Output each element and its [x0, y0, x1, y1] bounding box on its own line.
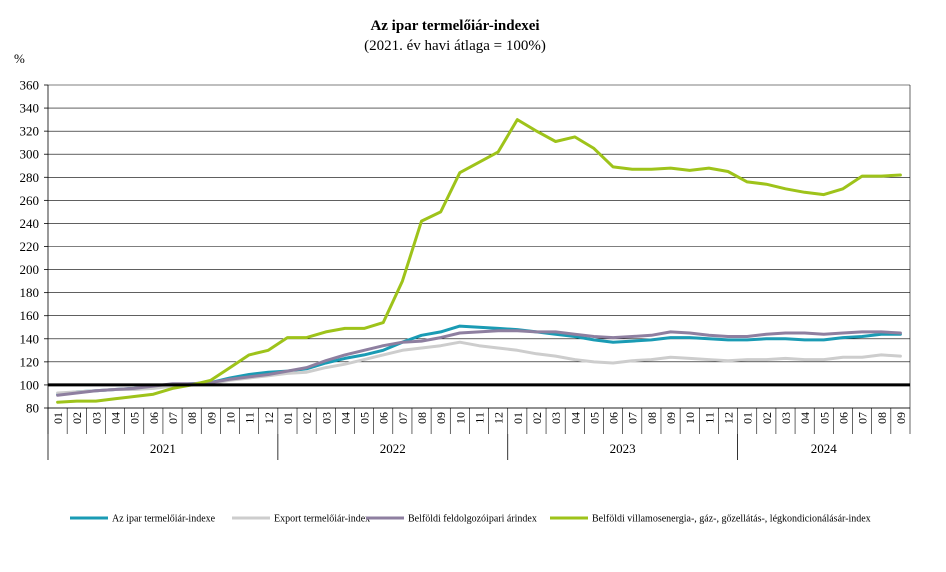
x-tick-label: 12: [262, 412, 276, 424]
x-tick-label: 11: [702, 412, 716, 424]
x-tick-label: 11: [473, 412, 487, 424]
y-tick-label: 260: [20, 193, 40, 208]
series-line: [56, 118, 902, 404]
x-tick-label: 06: [607, 412, 621, 424]
x-tick-label: 10: [223, 412, 237, 424]
y-tick-label: 360: [20, 78, 40, 93]
y-tick-label: 200: [20, 262, 40, 277]
x-tick-label: 09: [204, 412, 218, 424]
y-tick-label: 220: [20, 239, 40, 254]
year-label: 2024: [811, 441, 838, 456]
y-axis-ticks: 80 100 120 140 160 180 200 220 240 260 280 300 320 34…: [20, 78, 40, 416]
legend-label: Belföldi feldolgozóipari árindex: [408, 514, 537, 525]
x-tick-label: 02: [300, 412, 314, 424]
x-tick-label: 08: [875, 412, 889, 424]
x-tick-label: 03: [549, 412, 563, 424]
x-tick-label: 05: [817, 412, 831, 424]
x-tick-label: 09: [664, 412, 678, 424]
y-tick-label: 100: [20, 377, 40, 392]
x-tick-label: 06: [377, 412, 391, 424]
x-tick-label: 01: [51, 412, 65, 424]
year-label: 2022: [380, 441, 406, 456]
x-tick-label: 05: [358, 412, 372, 424]
x-tick-label: 04: [798, 412, 812, 424]
year-label: 2021: [150, 441, 176, 456]
y-tick-label: 140: [20, 331, 40, 346]
y-tick-label: 240: [20, 216, 40, 231]
y-tick-label: 280: [20, 170, 40, 185]
y-tick-label: 340: [20, 101, 40, 116]
x-tick-label: 03: [779, 412, 793, 424]
y-tick-label: 160: [20, 308, 40, 323]
y-tick-label: 320: [20, 124, 40, 139]
x-tick-label: 09: [894, 412, 908, 424]
x-tick-label: 08: [415, 412, 429, 424]
x-tick-label: 12: [492, 412, 506, 424]
x-tick-label: 07: [856, 412, 870, 424]
x-tick-label: 11: [243, 412, 257, 424]
y-tick-label: 180: [20, 285, 40, 300]
year-label: 2023: [610, 441, 636, 456]
x-tick-label: 04: [109, 412, 123, 424]
x-tick-label: 07: [626, 412, 640, 424]
x-tick-label: 05: [128, 412, 142, 424]
legend: Az ipar termelőiár-indexe Export termelői…: [70, 514, 871, 525]
x-tick-label: 06: [836, 412, 850, 424]
x-tick-label: 02: [760, 412, 774, 424]
series-lines: [56, 118, 902, 404]
x-tick-label: 08: [645, 412, 659, 424]
x-tick-label: 02: [530, 412, 544, 424]
x-tick-label: 06: [147, 412, 161, 424]
y-axis-label: %: [14, 51, 25, 66]
x-tick-label: 05: [587, 412, 601, 424]
legend-label: Export termelőiár-index: [274, 514, 370, 525]
x-tick-label: 09: [434, 412, 448, 424]
x-tick-label: 12: [722, 412, 736, 424]
x-tick-label: 04: [568, 412, 582, 424]
x-tick-label: 01: [281, 412, 295, 424]
y-tick-label: 120: [20, 354, 40, 369]
gridlines: [44, 84, 911, 409]
x-tick-label: 10: [453, 412, 467, 424]
x-tick-label: 03: [319, 412, 333, 424]
x-tick-label: 07: [396, 412, 410, 424]
x-axis: 01 02 03 04 05 06 07 08 09 10 11 12 01 02 03 04 05 06 07 08…: [47, 407, 911, 460]
y-tick-label: 80: [26, 401, 39, 416]
chart-title: Az ipar termelőiár-indexei: [370, 18, 539, 34]
x-tick-label: 10: [683, 412, 697, 424]
x-tick-label: 01: [741, 412, 755, 424]
x-tick-label: 01: [511, 412, 525, 424]
x-tick-label: 07: [166, 412, 180, 424]
legend-label: Az ipar termelőiár-indexe: [112, 514, 216, 525]
legend-label: Belföldi villamosenergia-, gáz-, gőzellá…: [592, 514, 871, 525]
x-tick-label: 02: [70, 412, 84, 424]
x-tick-label: 03: [89, 412, 103, 424]
x-tick-label: 04: [338, 412, 352, 424]
y-tick-label: 300: [20, 147, 40, 162]
chart-subtitle: (2021. év havi átlaga = 100%): [364, 38, 546, 54]
x-tick-label: 08: [185, 412, 199, 424]
